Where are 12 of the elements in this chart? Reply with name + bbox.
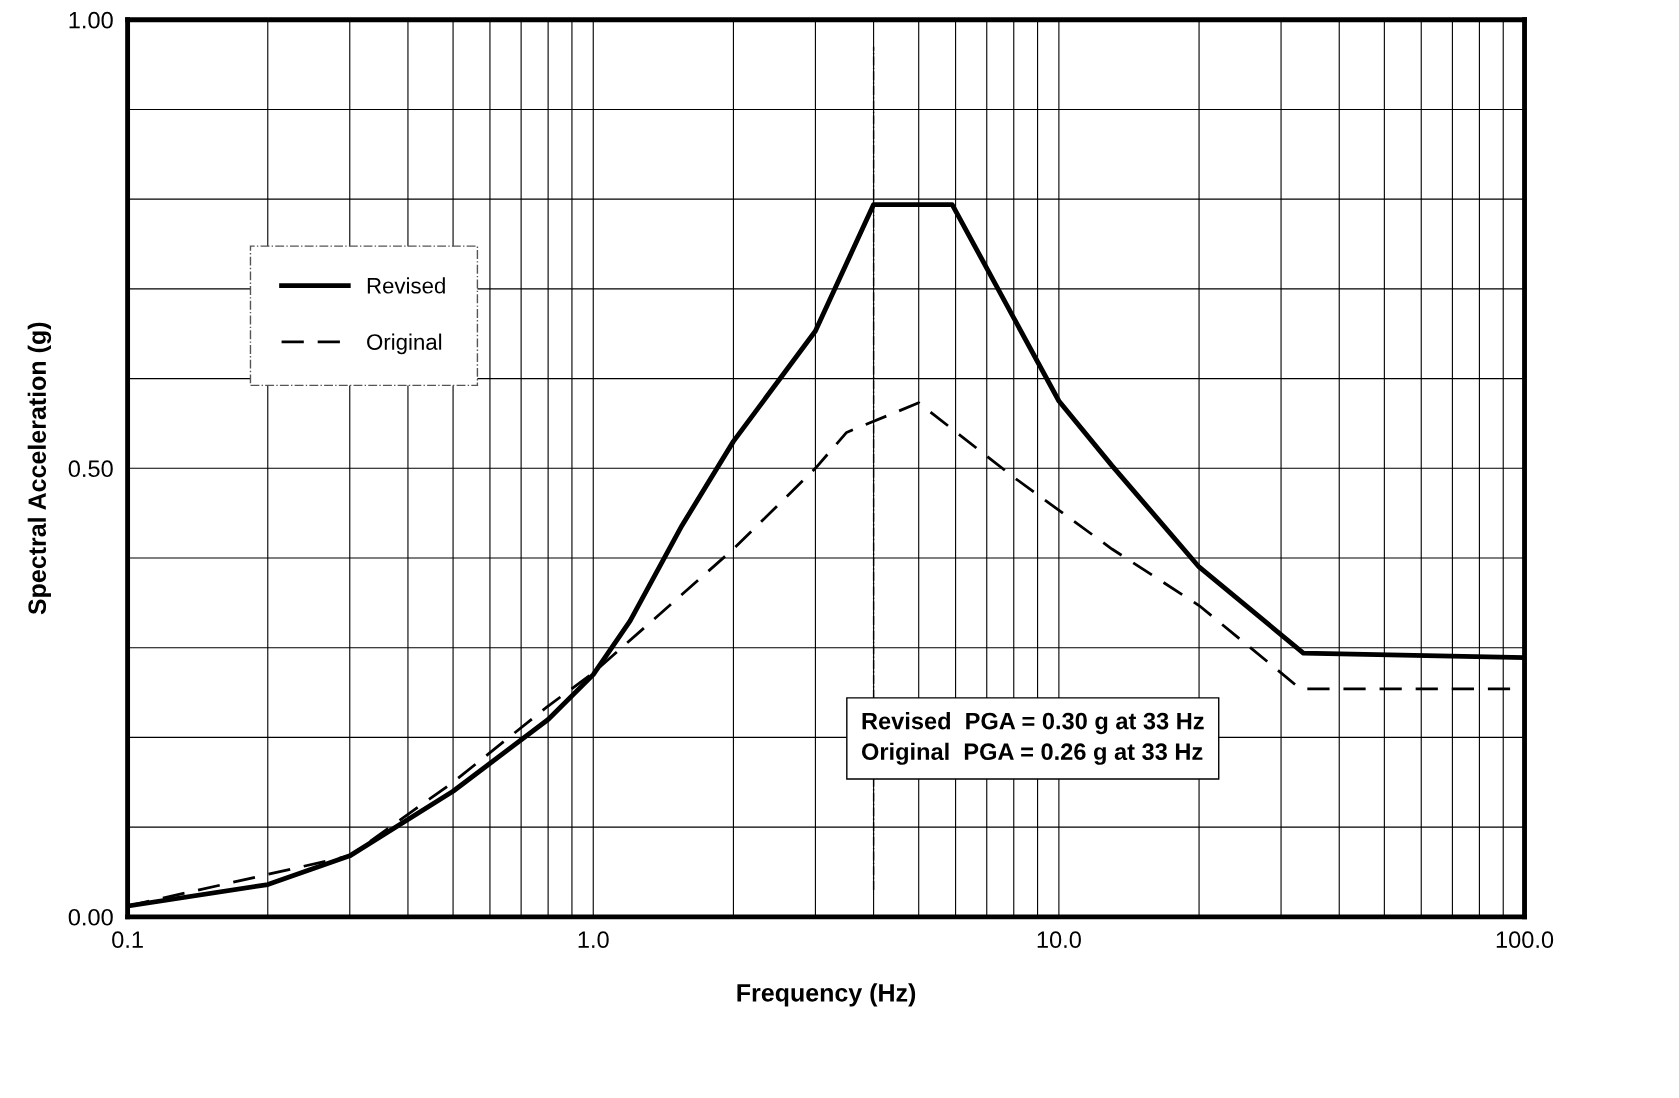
x-tick-label: 1.0 bbox=[578, 931, 609, 949]
x-tick-label: 0.1 bbox=[112, 931, 143, 949]
x-axis-title: Frequency (Hz) bbox=[737, 983, 916, 1007]
y-tick-label: 0.50 bbox=[68, 460, 113, 478]
legend-label: Revised bbox=[367, 277, 445, 294]
annotation: Revised PGA = 0.30 g at 33 Hz Original PGA = 0.26 g at 33 Hz bbox=[861, 712, 1204, 765]
y-axis-title: Spectral Acceleration (g) bbox=[27, 322, 52, 615]
y-tick-label: 1.00 bbox=[69, 11, 113, 29]
x-tick-label: 100.0 bbox=[1496, 931, 1554, 949]
y-tick-label: 0.00 bbox=[68, 908, 113, 926]
legend-label: Original bbox=[367, 333, 442, 355]
x-tick-label: 10.0 bbox=[1037, 931, 1081, 949]
